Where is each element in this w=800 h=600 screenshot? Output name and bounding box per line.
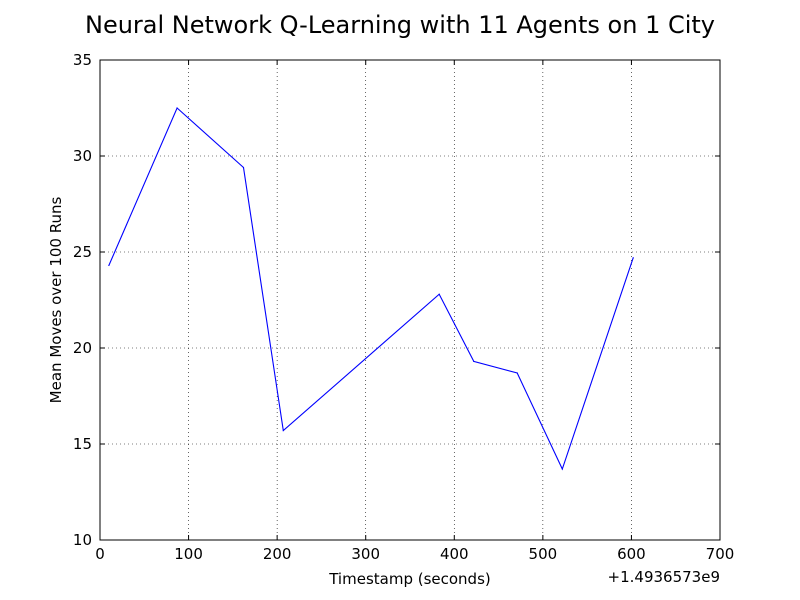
x-tick-label: 100 xyxy=(174,545,203,563)
data-point xyxy=(176,107,178,109)
x-tick-label: 500 xyxy=(529,545,558,563)
data-point xyxy=(561,468,563,470)
y-tick-label: 15 xyxy=(73,435,92,453)
data-point xyxy=(242,166,245,169)
x-tick-label: 300 xyxy=(351,545,380,563)
x-axis-label: Timestamp (seconds) xyxy=(328,570,491,588)
data-point xyxy=(516,372,518,374)
y-axis-label: Mean Moves over 100 Runs xyxy=(47,196,65,403)
data-point xyxy=(632,257,634,259)
x-tick-label: 400 xyxy=(440,545,469,563)
grid xyxy=(100,60,720,540)
x-tick-label: 0 xyxy=(95,545,105,563)
y-tick-label: 20 xyxy=(73,339,92,357)
data-point xyxy=(282,429,284,432)
series-layer xyxy=(108,107,634,471)
data-point xyxy=(108,264,110,267)
y-tick-label: 10 xyxy=(73,531,92,549)
data-point xyxy=(438,293,440,295)
ticks: 0 100 200 300 400 500 600 700 10 15 20 25 30 35 xyxy=(73,51,734,563)
axes-frame xyxy=(99,59,721,541)
y-tick-label: 30 xyxy=(73,147,92,165)
y-tick-label: 35 xyxy=(73,51,92,69)
y-tick-label: 25 xyxy=(73,243,92,261)
x-tick-label: 700 xyxy=(706,545,735,563)
x-tick-label: 600 xyxy=(617,545,646,563)
chart-title: Neural Network Q-Learning with 11 Agents… xyxy=(85,11,715,39)
x-axis-offset-label: +1.4936573e9 xyxy=(608,568,720,586)
data-point xyxy=(473,360,475,363)
x-tick-label: 200 xyxy=(263,545,292,563)
